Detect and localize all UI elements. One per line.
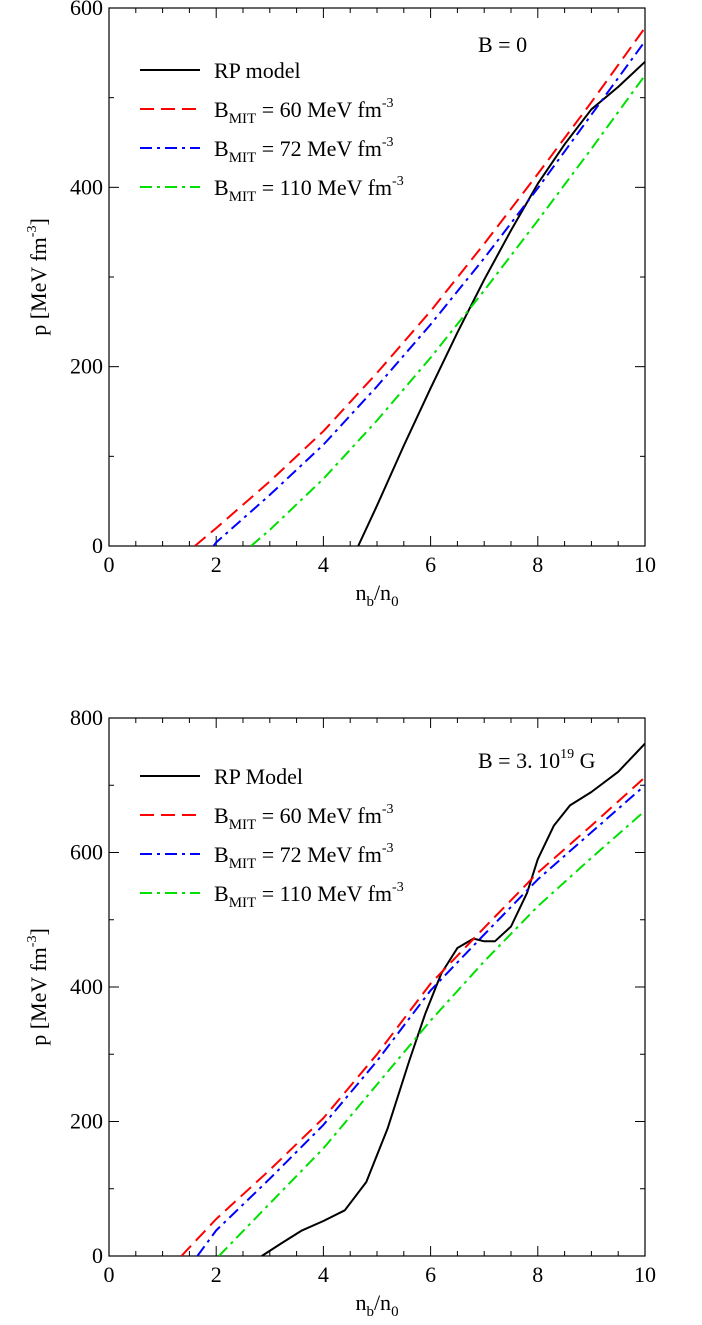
legend-subscript: MIT bbox=[229, 817, 257, 833]
chart2-x-tick-label: 0 bbox=[104, 1262, 115, 1287]
legend-text-rest: = 60 MeV fm bbox=[256, 97, 382, 122]
chart1-series-line-1 bbox=[357, 61, 645, 546]
chart2-x-axis-label: nb/n0 bbox=[355, 1290, 398, 1320]
chart2-y-axis-label: p [MeV fm-3] bbox=[25, 928, 51, 1046]
chart1-x-tick-label: 10 bbox=[634, 552, 656, 577]
annotation-main: B = 3. 10 bbox=[478, 748, 560, 773]
chart2-series-line-1 bbox=[261, 742, 645, 1256]
chart1-x-axis-label: nb/n0 bbox=[355, 580, 398, 610]
chart1-y-axis-label: p [MeV fm-3] bbox=[25, 218, 51, 336]
chart1-y-tick-label: 0 bbox=[92, 533, 103, 558]
legend-text-rest: = 72 MeV fm bbox=[256, 842, 382, 867]
legend-superscript: -3 bbox=[392, 174, 404, 189]
ylabel-superscript: -3 bbox=[25, 936, 40, 948]
legend-superscript: -3 bbox=[382, 135, 394, 150]
legend-text-main: RP Model bbox=[214, 764, 303, 789]
chart2-series-line-4 bbox=[218, 810, 645, 1256]
chart2-legend-label-3: BMIT = 72 MeV fm-3 bbox=[214, 841, 394, 872]
xlabel-sub2: 0 bbox=[391, 1304, 399, 1320]
legend-text-rest: = 110 MeV fm bbox=[256, 881, 392, 906]
legend-superscript: -3 bbox=[382, 802, 394, 817]
chart1-legend-label-2: BMIT = 60 MeV fm-3 bbox=[214, 96, 394, 127]
legend-superscript: -3 bbox=[382, 841, 394, 856]
chart1-x-tick-label: 8 bbox=[532, 552, 543, 577]
legend-text-main: B bbox=[214, 842, 229, 867]
legend-text-rest: = 110 MeV fm bbox=[256, 175, 392, 200]
chart2-legend-label-2: BMIT = 60 MeV fm-3 bbox=[214, 802, 394, 833]
legend-text-main: RP model bbox=[214, 58, 301, 83]
chart1-legend-label-4: BMIT = 110 MeV fm-3 bbox=[214, 174, 404, 205]
chart2-y-tick-label: 600 bbox=[70, 840, 103, 865]
chart1-x-tick-label: 6 bbox=[425, 552, 436, 577]
legend-text-rest: = 60 MeV fm bbox=[256, 803, 382, 828]
legend-subscript: MIT bbox=[229, 150, 257, 166]
chart1-x-tick-label: 2 bbox=[211, 552, 222, 577]
chart1-y-tick-label: 400 bbox=[70, 174, 103, 199]
chart1-y-tick-label: 600 bbox=[70, 0, 103, 20]
chart2-x-tick-label: 10 bbox=[634, 1262, 656, 1287]
chart1-series-line-2 bbox=[194, 27, 645, 546]
legend-text-main: B bbox=[214, 136, 229, 161]
chart2-x-tick-label: 4 bbox=[318, 1262, 329, 1287]
chart2-x-tick-label: 2 bbox=[211, 1262, 222, 1287]
ylabel-main: p [MeV fm bbox=[26, 947, 51, 1046]
legend-text-main: B bbox=[214, 803, 229, 828]
chart1-series-line-3 bbox=[212, 40, 645, 546]
ylabel-superscript: -3 bbox=[25, 226, 40, 238]
ylabel-end: ] bbox=[26, 218, 51, 225]
chart2-x-tick-label: 8 bbox=[532, 1262, 543, 1287]
legend-text-main: B bbox=[214, 175, 229, 200]
annotation-superscript: 19 bbox=[560, 747, 574, 762]
xlabel-main: n bbox=[355, 1290, 366, 1315]
chart2-x-tick-label: 6 bbox=[425, 1262, 436, 1287]
chart1-legend-label-1: RP model bbox=[214, 58, 301, 83]
chart2-series-line-3 bbox=[196, 784, 645, 1256]
chart1-y-tick-label: 200 bbox=[70, 354, 103, 379]
annotation-main: B = 0 bbox=[478, 32, 527, 57]
legend-subscript: MIT bbox=[229, 111, 257, 127]
ylabel-main: p [MeV fm bbox=[26, 237, 51, 336]
chart2-y-tick-label: 800 bbox=[70, 705, 103, 730]
chart2-plot-frame bbox=[108, 717, 646, 1257]
xlabel-mid: /n bbox=[374, 1290, 391, 1315]
legend-subscript: MIT bbox=[229, 189, 257, 205]
chart1-field-annotation: B = 0 bbox=[478, 32, 527, 57]
legend-subscript: MIT bbox=[229, 856, 257, 872]
chart1-plot-frame bbox=[108, 7, 646, 547]
legend-text-main: B bbox=[214, 881, 229, 906]
chart2-y-tick-label: 400 bbox=[70, 974, 103, 999]
chart1-x-tick-label: 0 bbox=[104, 552, 115, 577]
chart2-series-line-2 bbox=[180, 776, 645, 1256]
legend-superscript: -3 bbox=[382, 96, 394, 111]
legend-text-main: B bbox=[214, 97, 229, 122]
chart1-series-line-4 bbox=[250, 74, 645, 546]
chart2-field-annotation: B = 3. 1019 G bbox=[478, 747, 596, 773]
legend-text-rest: = 72 MeV fm bbox=[256, 136, 382, 161]
xlabel-sub2: 0 bbox=[391, 594, 399, 610]
xlabel-sub1: b bbox=[366, 594, 374, 610]
annotation-end: G bbox=[574, 748, 596, 773]
legend-subscript: MIT bbox=[229, 895, 257, 911]
legend-superscript: -3 bbox=[392, 880, 404, 895]
chart1-legend-label-3: BMIT = 72 MeV fm-3 bbox=[214, 135, 394, 166]
xlabel-sub1: b bbox=[366, 1304, 374, 1320]
chart2-y-tick-label: 0 bbox=[92, 1243, 103, 1268]
chart1-x-tick-label: 4 bbox=[318, 552, 329, 577]
xlabel-main: n bbox=[355, 580, 366, 605]
chart2-legend-label-1: RP Model bbox=[214, 764, 303, 789]
chart2-legend-label-4: BMIT = 110 MeV fm-3 bbox=[214, 880, 404, 911]
xlabel-mid: /n bbox=[374, 580, 391, 605]
chart2-y-tick-label: 200 bbox=[70, 1109, 103, 1134]
ylabel-end: ] bbox=[26, 928, 51, 935]
